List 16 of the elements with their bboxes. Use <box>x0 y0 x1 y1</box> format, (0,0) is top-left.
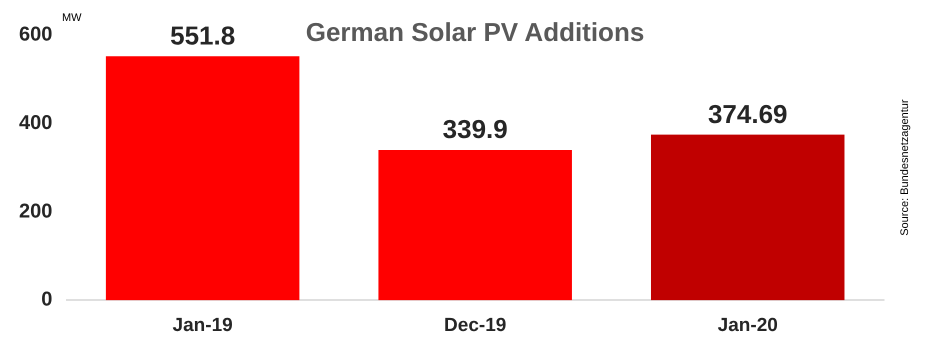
bar <box>106 56 300 300</box>
y-axis-title: MW <box>62 12 82 24</box>
y-tick-label: 400 <box>18 112 52 134</box>
y-tick-label: 600 <box>18 24 52 46</box>
source-note: Source: Bundesnetzagentur <box>899 99 912 236</box>
bar <box>378 150 572 300</box>
y-tick-label: 200 <box>18 200 52 222</box>
x-tick-label: Jan-20 <box>718 314 778 336</box>
data-label: 339.9 <box>442 114 508 144</box>
chart-title: German Solar PV Additions <box>306 17 644 48</box>
data-label: 551.8 <box>170 20 236 50</box>
x-tick-label: Dec-19 <box>444 314 506 336</box>
y-tick-label: 0 <box>41 288 52 311</box>
data-label: 374.69 <box>708 98 788 129</box>
x-tick-label: Jan-19 <box>172 314 233 336</box>
bar <box>650 134 844 300</box>
